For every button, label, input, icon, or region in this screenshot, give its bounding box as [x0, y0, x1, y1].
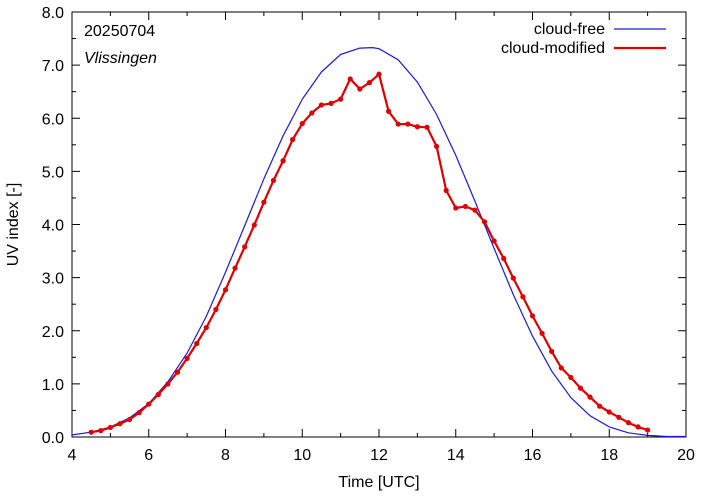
y-tick-label: 7.0 — [42, 58, 64, 75]
data-point — [136, 409, 142, 416]
data-point — [395, 121, 401, 127]
data-point — [635, 424, 641, 430]
x-tick-label: 6 — [144, 447, 153, 464]
data-point — [309, 110, 315, 116]
data-point — [98, 428, 104, 434]
plot-area: 4 6 8 10 12 14 16 18 20 0.0 1.0 2.0 3.0 4.0 5.0 6.0 7.0 8… — [42, 5, 695, 464]
data-point — [174, 369, 181, 375]
data-point — [443, 187, 449, 194]
data-point — [433, 143, 440, 150]
data-point — [126, 416, 133, 423]
series-lines — [71, 46, 686, 438]
legend-label-cloud-modified: cloud-modified — [501, 40, 605, 57]
data-point — [299, 120, 305, 127]
data-point — [424, 124, 430, 130]
data-point — [222, 287, 229, 293]
y-tick-label: 0.0 — [42, 430, 64, 447]
data-point — [280, 158, 286, 164]
data-point — [385, 108, 392, 114]
y-axis-title: UV index [-] — [5, 183, 22, 267]
data-point — [338, 96, 344, 102]
data-point — [251, 222, 257, 228]
data-point — [645, 427, 651, 433]
data-point — [616, 414, 622, 420]
data-point — [597, 403, 603, 409]
x-axis-title: Time [UTC] — [338, 474, 419, 491]
y-tick-label: 6.0 — [42, 111, 64, 128]
x-tick-label: 8 — [221, 447, 230, 464]
data-point — [357, 86, 363, 92]
data-point — [328, 100, 334, 106]
data-point — [520, 294, 526, 300]
data-point — [510, 275, 516, 281]
data-point — [213, 306, 219, 313]
data-point — [146, 401, 152, 407]
data-point — [558, 365, 564, 371]
axis-ticks: 4 6 8 10 12 14 16 18 20 0.0 1.0 2.0 3.0 4.0 5.0 6.0 7.0 8… — [42, 5, 695, 464]
data-point — [481, 219, 488, 225]
data-point — [577, 385, 584, 391]
data-point — [606, 409, 612, 415]
legend: cloud-free cloud-modified — [501, 21, 666, 57]
data-point — [155, 391, 161, 398]
data-point — [529, 313, 536, 319]
data-point — [472, 207, 478, 213]
legend-label-cloud-free: cloud-free — [534, 21, 605, 38]
data-point — [405, 121, 411, 127]
data-point — [501, 255, 507, 262]
date-annotation: 20250704 — [84, 23, 155, 40]
x-tick-label: 12 — [370, 447, 388, 464]
x-tick-label: 18 — [600, 447, 618, 464]
data-point — [462, 203, 468, 210]
x-tick-label: 20 — [677, 447, 695, 464]
x-tick-label: 4 — [68, 447, 77, 464]
x-tick-label: 14 — [447, 447, 465, 464]
data-point — [184, 355, 190, 361]
data-point — [539, 330, 545, 337]
data-point — [242, 244, 248, 250]
data-point — [376, 71, 382, 77]
data-point — [453, 205, 459, 211]
y-tick-label: 8.0 — [42, 5, 64, 22]
data-point — [232, 265, 238, 271]
data-point — [414, 124, 420, 130]
data-point — [587, 394, 593, 400]
x-tick-label: 10 — [293, 447, 311, 464]
location-annotation: Vlissingen — [84, 50, 157, 67]
y-tick-label: 2.0 — [42, 324, 64, 341]
data-point — [491, 238, 497, 244]
series-line-cloud-free — [71, 46, 686, 438]
data-point — [625, 420, 632, 426]
y-tick-label: 5.0 — [42, 164, 64, 181]
data-point — [88, 429, 94, 435]
data-point — [366, 80, 373, 86]
data-point — [107, 424, 113, 431]
data-point — [318, 102, 325, 108]
data-point — [203, 324, 209, 331]
y-tick-label: 1.0 — [42, 377, 64, 394]
data-point — [347, 76, 353, 82]
data-point — [194, 340, 200, 347]
x-tick-label: 16 — [524, 447, 542, 464]
series-line-cloud-modified — [91, 73, 648, 434]
data-point — [270, 177, 277, 184]
y-tick-label: 4.0 — [42, 218, 64, 235]
y-tick-label: 3.0 — [42, 271, 64, 288]
data-point — [261, 199, 267, 205]
data-point — [290, 136, 296, 143]
data-point — [549, 348, 555, 355]
data-point — [568, 374, 574, 381]
data-point — [117, 421, 123, 427]
data-point — [165, 381, 171, 387]
